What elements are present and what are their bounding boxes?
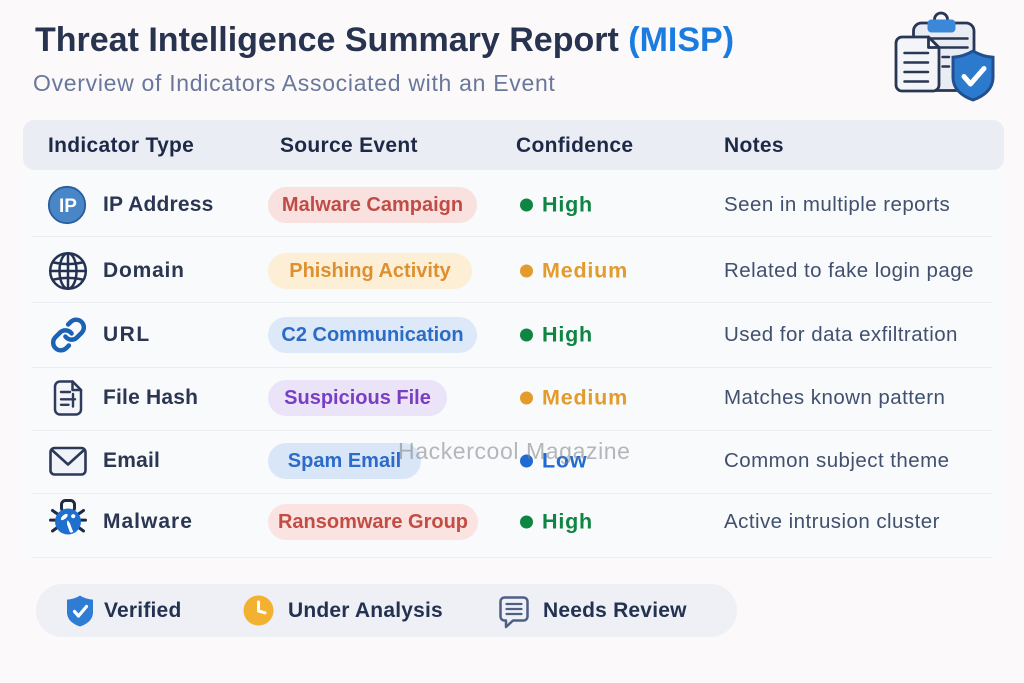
- svg-text:IP: IP: [59, 196, 77, 217]
